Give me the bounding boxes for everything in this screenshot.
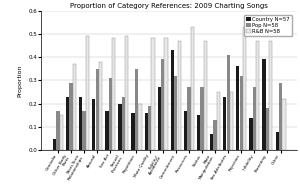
Bar [275,132,279,150]
Bar [230,92,233,150]
Bar [171,50,174,150]
Bar [204,41,207,150]
Bar [69,83,73,150]
Bar [79,97,82,150]
Bar [164,38,168,150]
Bar [197,115,200,150]
Bar [131,113,135,150]
Bar [82,111,86,150]
Bar [187,87,190,150]
Legend: Country N=57, Pop N=58, R&B N=58: Country N=57, Pop N=58, R&B N=58 [244,15,292,36]
Title: Proportion of Category References: 2009 Charting Songs: Proportion of Category References: 2009 … [70,3,268,9]
Bar [253,87,256,150]
Bar [66,97,69,150]
Bar [112,38,115,150]
Bar [174,76,177,150]
Bar [99,62,102,150]
Bar [282,99,286,150]
Bar [210,134,213,150]
Y-axis label: Proportion: Proportion [18,64,23,97]
Bar [226,55,230,150]
Bar [266,108,269,150]
Bar [184,111,187,150]
Bar [138,104,142,150]
Bar [279,83,282,150]
Bar [92,99,95,150]
Bar [109,78,112,150]
Bar [60,115,63,150]
Bar [161,59,164,150]
Bar [240,76,243,150]
Bar [86,36,89,150]
Bar [125,36,128,150]
Bar [262,59,266,150]
Bar [256,41,260,150]
Bar [122,97,125,150]
Bar [73,64,76,150]
Bar [158,87,161,150]
Bar [249,118,253,150]
Bar [148,106,151,150]
Bar [152,38,154,150]
Bar [56,111,60,150]
Bar [217,92,220,150]
Bar [213,120,217,150]
Bar [243,27,246,150]
Bar [178,41,181,150]
Bar [53,139,56,150]
Bar [223,97,226,150]
Bar [269,41,272,150]
Bar [145,113,148,150]
Bar [236,66,239,150]
Bar [105,111,109,150]
Bar [96,69,99,150]
Bar [135,69,138,150]
Bar [200,87,204,150]
Bar [118,104,122,150]
Bar [190,27,194,150]
